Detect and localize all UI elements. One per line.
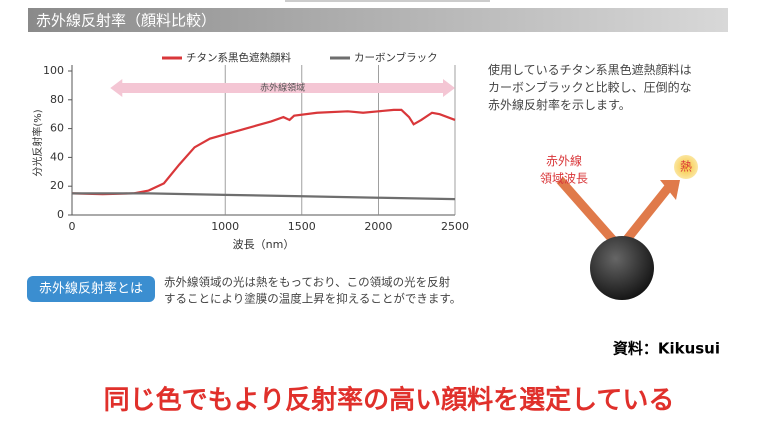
diagram-label: 赤外線領域波長 bbox=[540, 153, 588, 185]
note-badge bbox=[27, 276, 155, 302]
source: 資料：Kikusui bbox=[613, 340, 720, 358]
note-text: 赤外線領域の光は熱をもっており、この領域の光を反射することにより塗膜の温度上昇を… bbox=[164, 275, 461, 306]
annotation-arrow bbox=[110, 79, 456, 97]
x-tick-label: 1000 bbox=[211, 220, 239, 233]
text-line: することにより塗膜の温度上昇を抑えることができます。 bbox=[164, 291, 461, 305]
text-line: 赤外線反射率を示します。 bbox=[488, 96, 631, 111]
x-tick-label: 0 bbox=[69, 220, 76, 233]
y-axis-label: 分光反射率(%) bbox=[31, 109, 44, 176]
text-line: 使用しているチタン系黒色遮熱顔料は bbox=[488, 62, 692, 77]
y-tick-label: 0 bbox=[57, 208, 64, 221]
y-tick-label: 40 bbox=[50, 150, 64, 163]
series-line bbox=[71, 108, 456, 196]
legend-label: カーボンブラック bbox=[354, 51, 438, 64]
pigment-ball bbox=[590, 236, 654, 300]
y-tick-label: 100 bbox=[43, 64, 64, 77]
text-line: 領域波長 bbox=[540, 170, 588, 185]
heat-label: 熱 bbox=[680, 160, 692, 174]
legend-label: チタン系黒色遮熱顔料 bbox=[186, 51, 291, 64]
y-tick-label: 20 bbox=[50, 179, 64, 192]
text-line: カーボンブラックと比較し、圧倒的な bbox=[488, 79, 692, 94]
heat-icon bbox=[674, 155, 698, 179]
annotation-label: 赤外線領域 bbox=[260, 82, 305, 94]
text-line: 赤外線領域の光は熱をもっており、この領域の光を反射 bbox=[164, 275, 451, 289]
x-axis-label: 波長（nm） bbox=[233, 238, 295, 251]
x-tick-label: 2500 bbox=[441, 220, 469, 233]
header-bar bbox=[28, 8, 728, 32]
x-tick-label: 1500 bbox=[288, 220, 316, 233]
conclusion: 同じ色でもより反射率の高い顔料を選定している bbox=[104, 385, 675, 416]
diagram: 熱 赤外線領域波長 bbox=[540, 153, 698, 300]
text-line: 赤外線 bbox=[546, 153, 582, 168]
header-title: 赤外線反射率（顔料比較） bbox=[36, 12, 216, 30]
series-line bbox=[72, 192, 456, 201]
y-tick-label: 80 bbox=[50, 93, 64, 106]
note-title: 赤外線反射率とは bbox=[39, 281, 143, 297]
arrow-head bbox=[660, 180, 680, 200]
description: 使用しているチタン系黒色遮熱顔料はカーボンブラックと比較し、圧倒的な赤外線反射率… bbox=[488, 62, 692, 112]
x-tick-label: 2000 bbox=[364, 220, 392, 233]
y-tick-label: 60 bbox=[50, 122, 64, 135]
